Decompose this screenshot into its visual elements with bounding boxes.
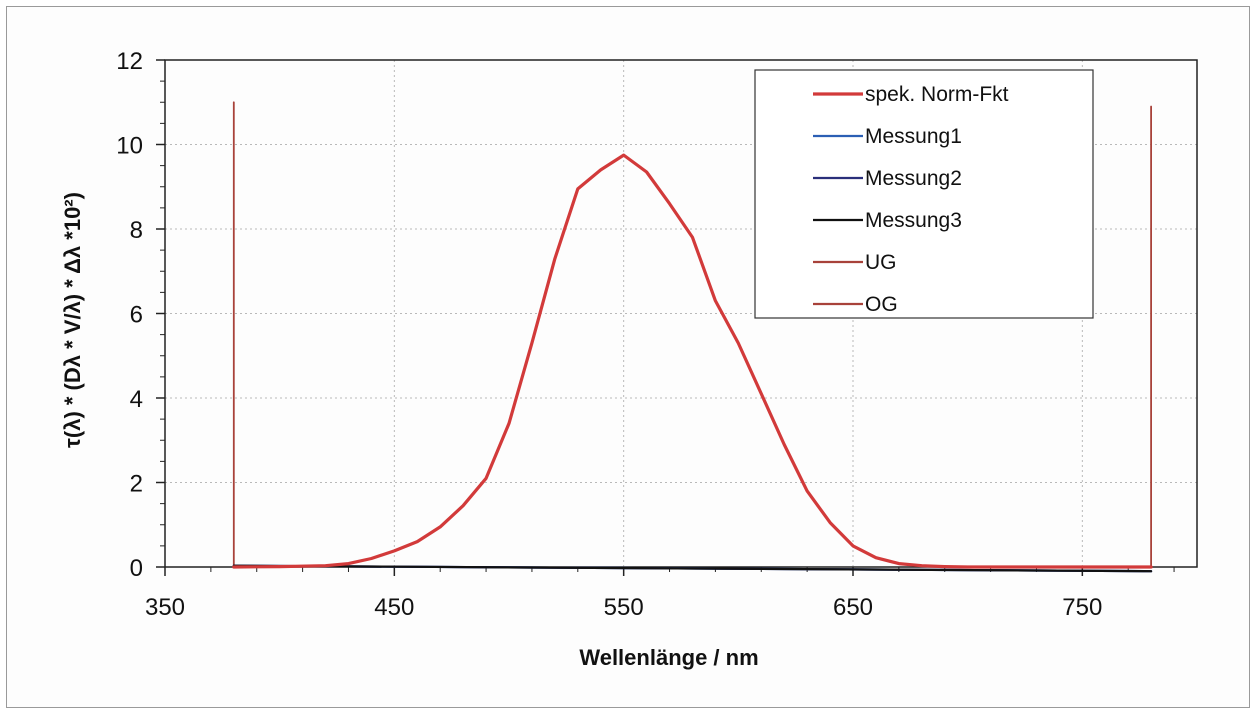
y-axis-title: τ(λ) * (Dλ * V/λ) * Δλ *10²) <box>60 192 85 448</box>
x-tick-label: 550 <box>604 594 644 621</box>
y-tick-label: 6 <box>130 302 143 329</box>
legend-entry-label: Messung2 <box>865 167 962 190</box>
x-axis-title: Wellenlänge / nm <box>579 645 758 670</box>
x-tick-label: 750 <box>1062 594 1102 621</box>
y-tick-label: 4 <box>130 386 143 413</box>
y-tick-label: 12 <box>116 48 143 75</box>
legend-entry-label: spek. Norm-Fkt <box>865 83 1009 106</box>
series-line <box>232 564 1153 573</box>
legend-entry-label: UG <box>865 251 897 274</box>
legend-entry-label: Messung3 <box>865 209 962 232</box>
legend-entry-label: OG <box>865 293 898 316</box>
series-line <box>232 153 1153 569</box>
series-lines <box>232 101 1153 573</box>
x-tick-label: 450 <box>374 594 414 621</box>
y-tick-label: 0 <box>130 555 143 582</box>
y-tick-label: 10 <box>116 133 143 160</box>
legend: spek. Norm-Fkt Messung1 Messung2 Messung3 UG… <box>754 69 1094 319</box>
x-tick-label: 650 <box>833 594 873 621</box>
legend-box <box>754 69 1094 319</box>
y-tick-label: 2 <box>130 471 143 498</box>
legend-entry-label: Messung1 <box>865 125 962 148</box>
x-tick-label: 350 <box>145 594 185 621</box>
y-tick-label: 8 <box>130 217 143 244</box>
